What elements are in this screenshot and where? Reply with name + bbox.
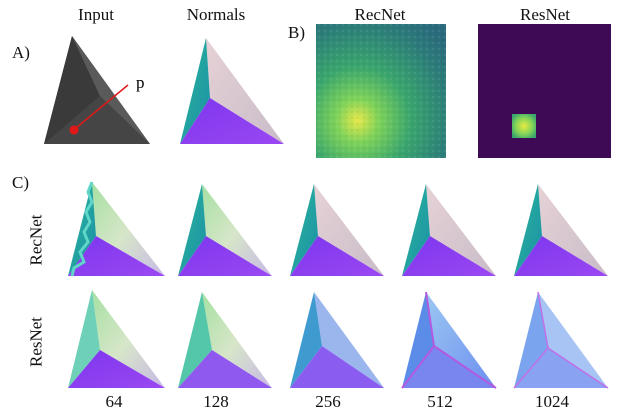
panel-label-a: A) [12, 43, 30, 62]
column-header-normals: Normals [186, 5, 246, 24]
resnet-heatmap [478, 24, 611, 158]
panel-label-c: C) [12, 173, 29, 192]
resolution-label: 128 [203, 392, 229, 411]
input-pyramid [44, 36, 150, 144]
recnet-pyramid-512 [402, 184, 496, 276]
column-header-resnet: ResNet [519, 5, 571, 24]
resnet-pyramid-64 [68, 290, 165, 388]
resolution-label: 1024 [535, 392, 569, 411]
recnet-pyramid-64 [68, 181, 165, 277]
resnet-pyramid-512 [401, 291, 497, 389]
recnet-pyramid-256 [290, 184, 384, 276]
resnet-pyramid-256 [290, 292, 384, 388]
point-arrow [69, 84, 129, 135]
recnet-pyramid-128 [178, 184, 272, 276]
resnet-row [68, 290, 609, 389]
recnet-heatmap [316, 24, 446, 158]
recnet-row [68, 181, 608, 277]
recnet-pyramid-1024 [514, 184, 608, 276]
resnet-pyramid-1024 [513, 291, 609, 389]
panel-label-b: B) [288, 23, 305, 42]
normals-pyramid [180, 38, 284, 144]
resnet-pyramid-128 [178, 292, 272, 388]
point-label: p [136, 73, 145, 92]
resolution-label: 512 [427, 392, 453, 411]
column-header-recnet: RecNet [354, 5, 406, 24]
column-header-input: Input [78, 5, 114, 24]
resolution-label: 64 [105, 392, 123, 411]
resolution-label: 256 [315, 392, 341, 411]
